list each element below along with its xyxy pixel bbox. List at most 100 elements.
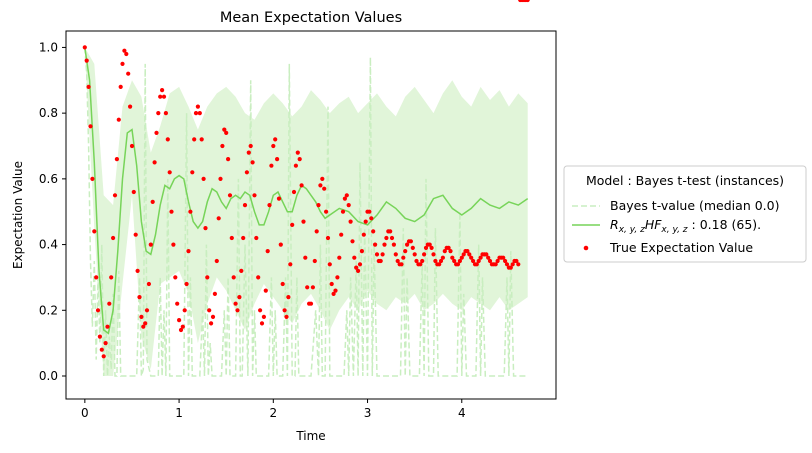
true-expectation-point	[173, 275, 178, 280]
true-expectation-point	[263, 288, 268, 293]
true-expectation-point	[180, 324, 185, 329]
y-tick-label: 0.0	[39, 369, 58, 383]
x-tick-label: 2	[269, 406, 277, 420]
true-expectation-point	[303, 255, 308, 260]
true-expectation-point	[220, 143, 225, 149]
bayes-t-value-layer	[84, 47, 528, 377]
true-expectation-point	[212, 291, 217, 296]
true-expectation-point	[493, 262, 498, 267]
legend-title: Model : Bayes t-test (instances)	[586, 173, 784, 188]
true-expectation-point	[403, 249, 408, 254]
true-expectation-point	[299, 183, 304, 188]
true-expectation-point	[346, 203, 351, 208]
true-expectation-point	[154, 130, 159, 135]
bayes-t-value-line	[84, 47, 528, 377]
true-expectation-point	[418, 262, 423, 267]
true-expectation-point	[487, 258, 493, 264]
true-expectation-point	[382, 242, 387, 247]
true-expectation-point	[250, 160, 255, 165]
true-expectation-point	[129, 143, 135, 149]
true-expectation-point	[192, 137, 197, 142]
true-expectation-point	[508, 265, 513, 270]
true-expectation-point	[442, 249, 447, 254]
true-expectation-point	[450, 255, 455, 260]
true-expectation-point	[265, 249, 270, 254]
true-expectation-point	[229, 235, 234, 241]
true-expectation-point	[427, 242, 432, 247]
true-expectation-point	[516, 262, 521, 267]
true-expectation-point	[267, 203, 272, 208]
true-expectation-point	[109, 275, 114, 280]
true-expectation-point	[254, 235, 259, 241]
true-expectation-point	[233, 301, 238, 306]
true-expectation-point	[437, 262, 442, 267]
true-expectation-point	[103, 341, 108, 346]
true-expectation-point	[384, 235, 389, 241]
true-expectation-point	[399, 262, 404, 267]
true-expectation-point	[429, 245, 434, 250]
true-expectation-point	[405, 242, 410, 247]
true-expectation-point	[455, 262, 461, 267]
true-expectation-point	[256, 275, 261, 280]
true-expectation-point	[389, 235, 395, 241]
true-expectation-point	[280, 281, 285, 287]
true-expectation-point	[218, 176, 223, 181]
true-expectation-point	[131, 189, 136, 195]
y-tick-label: 0.2	[39, 303, 58, 317]
true-expectation-point	[312, 258, 317, 264]
true-expectation-point	[504, 262, 510, 267]
true-expectation-point	[92, 229, 97, 234]
true-expectation-point	[318, 183, 323, 188]
true-expectation-point	[107, 301, 112, 306]
true-expectation-point	[297, 157, 302, 162]
y-tick-label: 0.4	[39, 238, 58, 252]
true-expectation-point	[135, 268, 140, 273]
true-expectation-point	[146, 281, 151, 287]
true-expectation-point	[156, 111, 161, 116]
true-expectation-point	[329, 281, 334, 287]
true-expectation-point	[433, 258, 438, 264]
true-expectation-point	[325, 235, 331, 241]
true-expectation-point	[111, 235, 116, 241]
true-expectation-point	[495, 258, 500, 264]
true-expectation-point	[324, 209, 329, 214]
true-expectation-point	[226, 157, 231, 162]
true-expectation-point	[205, 275, 210, 280]
true-expectation-point	[271, 143, 276, 149]
true-expectation-point	[291, 189, 297, 195]
true-expectation-point	[231, 275, 236, 280]
true-expectation-point	[401, 255, 406, 260]
true-expectation-point	[378, 258, 383, 264]
x-tick-label: 4	[458, 406, 466, 420]
true-expectation-point	[178, 327, 184, 333]
true-expectation-point	[248, 143, 253, 149]
true-expectation-point	[344, 193, 349, 198]
plot-frame	[65, 30, 557, 400]
true-expectation-point	[122, 48, 127, 53]
true-expectation-point	[161, 94, 167, 99]
true-expectation-point	[361, 232, 366, 237]
true-expectation-point	[193, 111, 199, 116]
legend-label-true: True Expectation Value	[609, 240, 753, 255]
true-expectation-point	[244, 170, 249, 175]
true-expectation-point	[203, 226, 208, 231]
y-tick-label: 1.0	[39, 40, 58, 54]
true-expectation-point	[471, 258, 476, 264]
true-expectation-point	[97, 334, 102, 339]
true-expectation-point	[422, 252, 427, 257]
true-expectation-point	[350, 239, 355, 244]
true-expectation-point	[380, 252, 385, 257]
true-expectation-point	[258, 308, 263, 313]
true-expectation-point	[448, 249, 453, 254]
true-expectation-point	[252, 193, 257, 198]
true-expectation-point	[414, 258, 419, 264]
true-expectation-point	[369, 216, 374, 221]
true-expectation-point	[476, 258, 481, 264]
true-expectation-point	[438, 258, 444, 264]
true-expectation-point	[86, 84, 91, 89]
true-expectation-point	[124, 51, 129, 57]
true-expectation-point	[331, 291, 336, 296]
x-tick-label: 3	[364, 406, 372, 420]
true-expectation-point	[469, 255, 474, 260]
